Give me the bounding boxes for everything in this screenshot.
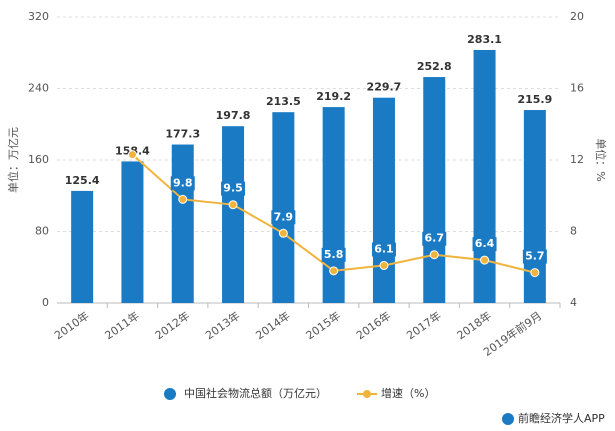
bar-value-label: 213.5 bbox=[266, 95, 301, 108]
legend-marker bbox=[164, 388, 176, 400]
line-point bbox=[178, 194, 188, 204]
x-tick-label: 2017年 bbox=[404, 308, 444, 342]
bar bbox=[423, 77, 446, 303]
y2-tick-label: 12 bbox=[570, 153, 584, 166]
bar bbox=[222, 126, 245, 303]
source: 前瞻经济学人APP bbox=[518, 411, 605, 425]
y2-axis-label: 单位：% bbox=[594, 138, 608, 181]
line-point bbox=[379, 260, 389, 270]
line-point bbox=[278, 228, 288, 238]
label-bg bbox=[422, 231, 447, 246]
bar bbox=[71, 190, 94, 303]
bar bbox=[473, 49, 496, 304]
x-tick-label: 2014年 bbox=[253, 308, 293, 342]
source-icon bbox=[502, 413, 514, 425]
line-value-label: 9.8 bbox=[173, 176, 193, 189]
line-value-label: 6.4 bbox=[475, 237, 495, 250]
bar bbox=[372, 97, 395, 303]
bar-value-label: 229.7 bbox=[367, 81, 402, 94]
line-point bbox=[228, 200, 238, 210]
legend-label: 增速（%） bbox=[381, 386, 435, 400]
x-tick-label: 2016年 bbox=[353, 308, 393, 342]
bar-value-label: 283.1 bbox=[467, 33, 502, 46]
y-tick-label: 80 bbox=[35, 225, 49, 238]
y-tick-label: 320 bbox=[28, 10, 49, 23]
label-bg bbox=[522, 249, 547, 264]
y2-tick-label: 16 bbox=[570, 82, 584, 95]
y-tick-label: 160 bbox=[28, 153, 49, 166]
x-tick-label: 2011年 bbox=[102, 308, 142, 342]
legend-marker bbox=[363, 390, 371, 398]
bar-value-label: 177.3 bbox=[165, 128, 200, 141]
x-tick-label: 2013年 bbox=[203, 308, 243, 342]
x-tick-label: 2018年 bbox=[454, 308, 494, 342]
label-bg bbox=[321, 247, 346, 262]
bar-value-label: 215.9 bbox=[517, 93, 552, 106]
line-point bbox=[329, 266, 339, 276]
bar bbox=[121, 161, 144, 303]
y-tick-label: 240 bbox=[28, 82, 49, 95]
line-point bbox=[530, 268, 540, 278]
legend-label: 中国社会物流总额（万亿元） bbox=[184, 386, 327, 400]
bar-value-label: 197.8 bbox=[216, 109, 251, 122]
line-value-label: 7.9 bbox=[274, 210, 294, 223]
label-bg bbox=[221, 181, 246, 196]
line-point bbox=[480, 255, 490, 265]
label-bg bbox=[271, 210, 296, 225]
y2-tick-label: 20 bbox=[570, 10, 584, 23]
y-tick-label: 0 bbox=[42, 296, 49, 309]
y2-tick-label: 4 bbox=[570, 296, 577, 309]
label-bg bbox=[371, 242, 396, 257]
y-axis-label: 单位：万亿元 bbox=[6, 127, 20, 193]
line-value-label: 6.7 bbox=[425, 232, 445, 245]
label-bg bbox=[170, 176, 195, 191]
x-tick-label: 2010年 bbox=[52, 308, 92, 342]
x-tick-label: 2015年 bbox=[303, 308, 343, 342]
bar-value-label: 219.2 bbox=[316, 90, 351, 103]
line-value-label: 5.8 bbox=[324, 248, 344, 261]
line-value-label: 9.5 bbox=[223, 182, 243, 195]
x-tick-label: 2012年 bbox=[152, 308, 192, 342]
line-value-label: 5.7 bbox=[525, 250, 545, 263]
bar bbox=[171, 144, 194, 303]
line-point bbox=[429, 250, 439, 260]
bar-value-label: 125.4 bbox=[65, 174, 100, 187]
y2-tick-label: 8 bbox=[570, 225, 577, 238]
bar-value-label: 252.8 bbox=[417, 60, 452, 73]
bar bbox=[272, 112, 295, 303]
line-point bbox=[127, 150, 137, 160]
line-value-label: 6.1 bbox=[374, 242, 394, 255]
label-bg bbox=[472, 237, 497, 252]
